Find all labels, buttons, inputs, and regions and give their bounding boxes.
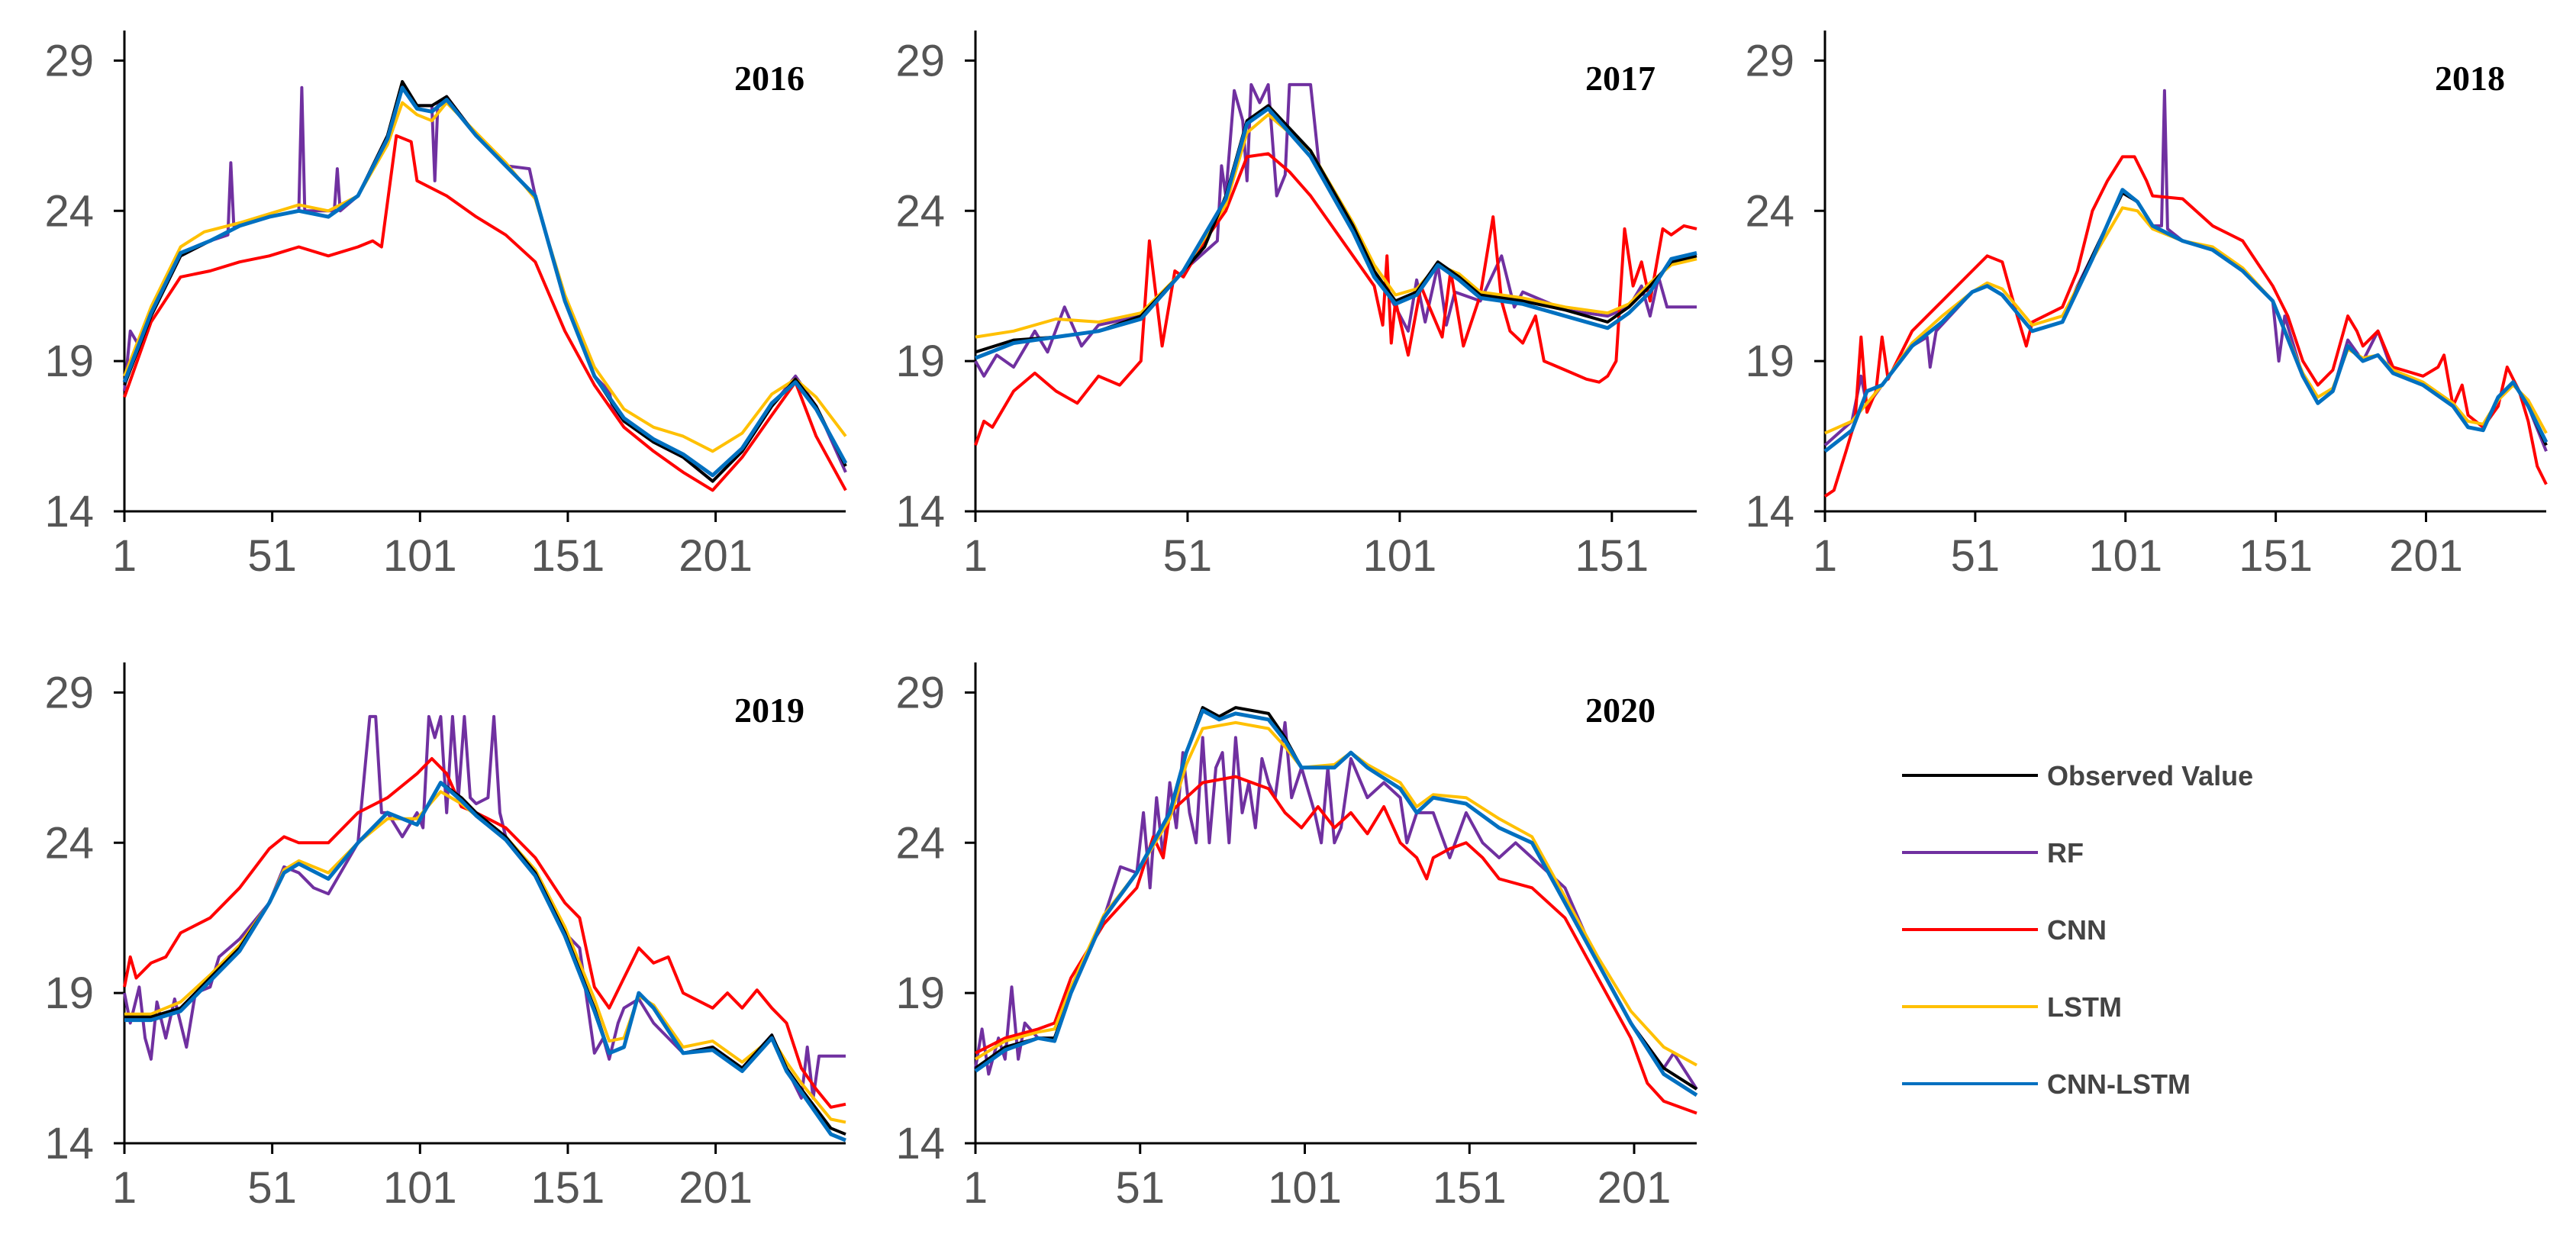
y-tick-label: 19 [44, 968, 94, 1018]
y-tick-label: 19 [895, 968, 945, 1018]
legend-label: LSTM [2047, 991, 2122, 1023]
x-tick-label: 101 [383, 1163, 457, 1213]
x-tick-label: 101 [1362, 531, 1436, 581]
legend-item-cnn: CNN [1902, 914, 2107, 946]
x-tick-label: 151 [531, 1163, 605, 1213]
legend-item-lstm: LSTM [1902, 991, 2122, 1023]
legend: Observed Value RF CNN LSTM CNN-LSTM [1902, 760, 2253, 1100]
y-tick-label: 24 [44, 186, 94, 236]
x-tick-label: 51 [247, 531, 297, 581]
y-tick-label: 19 [1745, 337, 1794, 386]
y-tick-label: 14 [895, 1119, 945, 1168]
series-line-cnn [975, 775, 1697, 1115]
legend-item-observed: Observed Value [1902, 760, 2253, 791]
y-tick-label: 24 [44, 818, 94, 868]
series-line-observed [975, 104, 1697, 354]
y-tick-label: 24 [895, 818, 945, 868]
legend-item-rf: RF [1902, 837, 2084, 869]
legend-label: Observed Value [2047, 760, 2253, 791]
series-line-lstm [975, 113, 1697, 339]
x-tick-label: 151 [531, 531, 605, 581]
series-line-rf [974, 720, 1698, 1091]
y-tick-label: 29 [1745, 36, 1794, 85]
y-tick-label: 24 [895, 186, 945, 236]
x-tick-label: 201 [679, 1163, 753, 1213]
x-tick-label: 1 [963, 1163, 988, 1213]
series-line-cnn [123, 757, 846, 1109]
series-line-cnn-lstm [124, 781, 846, 1142]
series-line-cnn [123, 134, 847, 492]
x-tick-label: 151 [2239, 531, 2313, 581]
y-tick-label: 29 [44, 668, 94, 717]
series-line-cnn-lstm [122, 85, 848, 478]
x-tick-label: 51 [1951, 531, 2001, 581]
legend-label: RF [2047, 837, 2084, 869]
x-tick-label: 201 [1598, 1163, 1672, 1213]
chart-title: 2018 [2435, 59, 2505, 98]
y-tick-label: 14 [1745, 487, 1794, 537]
x-tick-label: 151 [1433, 1163, 1507, 1213]
y-tick-label: 14 [44, 487, 94, 537]
y-tick-label: 19 [44, 337, 94, 386]
x-tick-label: 1 [963, 531, 988, 581]
x-tick-label: 201 [2389, 531, 2463, 581]
chart-title: 2020 [1585, 691, 1656, 730]
x-tick-label: 51 [1163, 531, 1213, 581]
x-tick-label: 1 [1813, 531, 1837, 581]
x-tick-label: 51 [1115, 1163, 1165, 1213]
series-line-lstm [974, 720, 1697, 1067]
x-tick-label: 1 [112, 1163, 137, 1213]
y-tick-label: 24 [1745, 186, 1794, 236]
y-tick-label: 29 [44, 36, 94, 85]
series-line-cnn-lstm [975, 106, 1697, 360]
x-tick-label: 151 [1575, 531, 1649, 581]
series-line-cnn [1823, 155, 2548, 498]
legend-item-cnn-lstm: CNN-LSTM [1902, 1068, 2191, 1100]
chart-title: 2016 [734, 59, 804, 98]
series-line-cnn-lstm [1823, 188, 2549, 453]
legend-label: CNN [2047, 914, 2107, 946]
series-line-observed [1823, 191, 2548, 453]
x-tick-label: 101 [2088, 531, 2162, 581]
series-line-lstm [123, 101, 847, 453]
series-line-rf [123, 714, 846, 1100]
x-tick-label: 1 [112, 531, 137, 581]
chart-title: 2017 [1585, 59, 1656, 98]
x-tick-label: 201 [679, 531, 753, 581]
y-tick-label: 14 [44, 1119, 94, 1168]
y-tick-label: 29 [895, 668, 945, 717]
y-tick-label: 19 [895, 337, 945, 386]
x-tick-label: 101 [1268, 1163, 1342, 1213]
x-tick-label: 101 [383, 531, 457, 581]
legend-label: CNN-LSTM [2047, 1068, 2191, 1100]
y-tick-label: 14 [895, 487, 945, 537]
series-line-cnn-lstm [974, 708, 1698, 1097]
x-tick-label: 51 [247, 1163, 297, 1213]
y-tick-label: 29 [895, 36, 945, 85]
chart-title: 2019 [734, 691, 804, 730]
